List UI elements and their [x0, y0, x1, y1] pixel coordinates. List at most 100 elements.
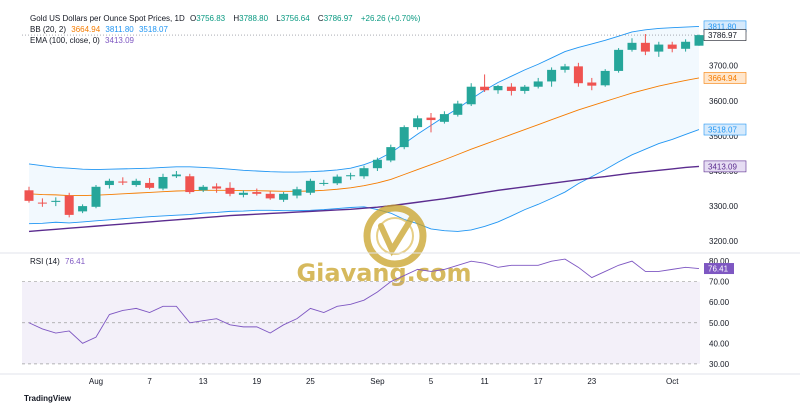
rsi-value: 76.41: [65, 257, 86, 266]
rsi-pane: [22, 258, 700, 365]
price-tick-label: 3600.00: [709, 97, 738, 106]
candle: [198, 185, 208, 193]
bb-basis-value: 3664.94: [71, 25, 101, 34]
candle-body: [145, 182, 155, 188]
ema-legend[interactable]: EMA (100, close, 0) 3413.09: [30, 36, 137, 46]
candle-body: [466, 86, 476, 105]
candle-body: [118, 181, 128, 183]
candle: [614, 48, 624, 73]
price-tick-label: 3500.00: [709, 132, 738, 141]
candle: [78, 204, 88, 214]
bb-label: BB (20, 2): [30, 25, 67, 34]
candle-body: [614, 49, 624, 71]
candle: [573, 62, 583, 87]
price-label: 3413.09: [703, 160, 747, 173]
candle: [399, 125, 409, 150]
price-label-text: 3664.94: [708, 74, 737, 83]
candle: [587, 77, 597, 91]
candle: [359, 165, 369, 179]
candle: [131, 178, 141, 187]
tradingview-logo[interactable]: TradingView: [24, 394, 71, 403]
rsi-value-box: [704, 263, 734, 275]
time-tick-label: 25: [306, 377, 315, 386]
candle: [681, 39, 691, 52]
watermark-text: Giavang.com: [296, 259, 471, 287]
time-tick-label: 7: [147, 377, 152, 386]
candle: [372, 157, 382, 171]
candle-body: [520, 86, 530, 91]
low-value: 3756.64: [280, 14, 310, 23]
candle: [118, 177, 128, 186]
rsi-tick-label: 30.00: [709, 360, 730, 369]
candle: [185, 173, 195, 194]
rsi-tick-label: 50.00: [709, 319, 730, 328]
ohlc-high: H3788.80: [233, 14, 271, 23]
candle-body: [413, 118, 423, 128]
candle-body: [185, 176, 195, 193]
price-label-box: [703, 72, 747, 84]
price-label-text: 3413.09: [708, 162, 737, 171]
candle: [520, 84, 530, 94]
rsi-tick-label: 40.00: [709, 339, 730, 348]
ohlc-open: O3756.83: [190, 14, 228, 23]
candle: [212, 183, 222, 193]
price-label-text: 3786.97: [708, 31, 737, 40]
price-pane: Giavang.com: [22, 25, 704, 287]
candle-body: [24, 190, 34, 201]
candle: [506, 83, 516, 96]
candle-body: [252, 192, 262, 194]
candle-body: [212, 186, 222, 189]
candle: [265, 191, 275, 200]
time-tick-label: 11: [480, 377, 489, 386]
bb-lower-value: 3518.07: [138, 25, 168, 34]
candle-body: [681, 41, 691, 49]
watermark-ring: [363, 204, 427, 268]
bb-upper-value: 3811.80: [105, 25, 134, 34]
candle: [171, 170, 181, 179]
close-value: 3786.97: [323, 14, 353, 23]
rsi-tick-label: 70.00: [709, 278, 730, 287]
candle: [480, 74, 490, 92]
candle-body: [265, 193, 275, 199]
candle-body: [279, 193, 289, 200]
ohlc-low: L3756.64: [276, 14, 312, 23]
candle-body: [386, 147, 396, 161]
candle-body: [493, 86, 503, 91]
time-tick-label: 23: [587, 377, 596, 386]
high-value: 3788.80: [239, 14, 269, 23]
price-label: 3664.94: [703, 72, 747, 84]
candle: [346, 172, 356, 180]
candle: [305, 178, 315, 195]
candle: [238, 190, 248, 198]
candle-body: [78, 206, 88, 212]
candle: [640, 34, 650, 56]
candle-body: [198, 186, 208, 191]
candle-body: [51, 200, 61, 202]
ohlc-close: C3786.97: [318, 14, 356, 23]
candle-body: [319, 182, 329, 184]
price-tick-label: 3300.00: [709, 202, 738, 211]
candle-body: [439, 114, 449, 122]
candle: [654, 41, 664, 57]
open-value: 3756.83: [196, 14, 226, 23]
candle: [453, 100, 463, 117]
candle: [319, 179, 329, 186]
candle: [91, 185, 101, 209]
time-tick-label: 13: [199, 377, 208, 386]
bb-legend[interactable]: BB (20, 2) 3664.94 3811.80 3518.07: [30, 25, 171, 35]
candle: [533, 77, 543, 89]
candle-body: [587, 82, 597, 86]
watermark-inner-ring: [376, 217, 414, 255]
time-tick-label: 19: [252, 377, 261, 386]
candle: [547, 67, 557, 87]
tradingview-logo-text: TradingView: [24, 394, 71, 403]
candle: [252, 188, 262, 196]
candle: [145, 178, 155, 190]
symbol-legend: Gold US Dollars per Ounce Spot Prices, 1…: [30, 14, 423, 24]
price-label: 3518.07: [703, 123, 747, 136]
giavang-watermark: Giavang.com: [296, 204, 472, 287]
candle-body: [359, 168, 369, 177]
rsi-legend[interactable]: RSI (14) 76.41: [30, 257, 88, 267]
